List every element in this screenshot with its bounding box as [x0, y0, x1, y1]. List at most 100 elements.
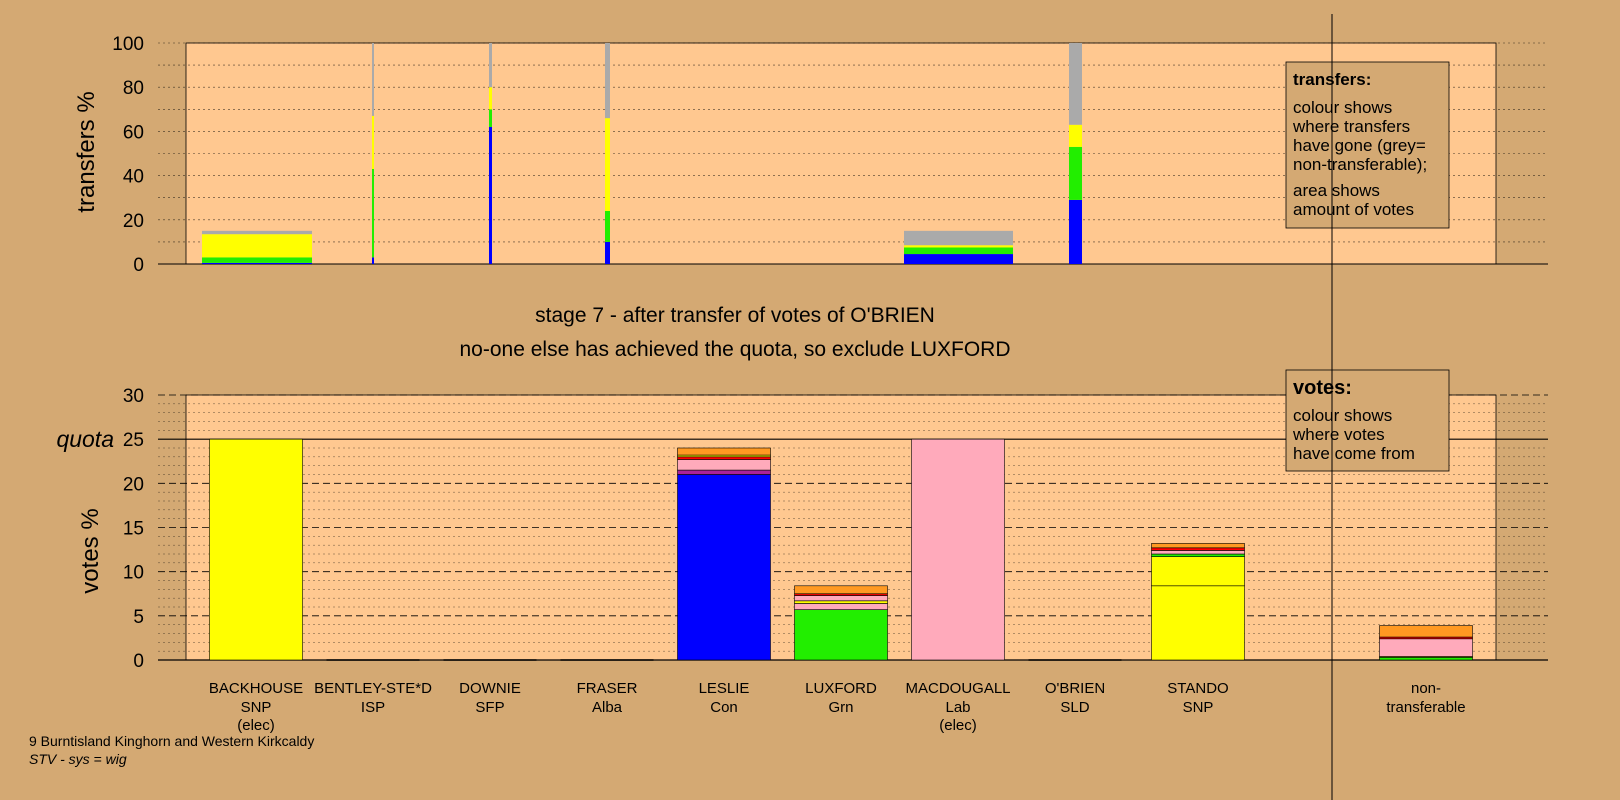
candidate-name: BACKHOUSE	[209, 680, 303, 697]
candidate-name: LESLIE	[699, 680, 750, 697]
transfer-bar-segment	[372, 43, 374, 116]
transfers-y-tick-label: 0	[133, 255, 144, 276]
transfer-bar-segment	[372, 257, 374, 264]
ward-name: 9 Burntisland Kinghorn and Western Kirkc…	[29, 733, 314, 749]
candidate-party: Con	[710, 699, 738, 716]
transfers-y-tick-label: 60	[123, 122, 144, 143]
candidate-name: STANDO	[1167, 680, 1228, 697]
transfers-y-tick-label: 20	[123, 211, 144, 232]
vote-bar-segment	[677, 447, 771, 456]
vote-bar-segment	[1151, 547, 1245, 551]
votes-legend-heading: votes:	[1293, 377, 1352, 399]
nontransferable-label: non-	[1411, 680, 1441, 697]
votes-y-tick-label: 30	[123, 386, 144, 407]
votes-legend-line: colour shows	[1293, 406, 1392, 425]
transfer-bar-segment	[904, 230, 1013, 246]
transfer-bar-segment	[1069, 43, 1082, 125]
vote-bar-segment	[1151, 553, 1245, 557]
transfer-bar-segment	[605, 241, 610, 264]
transfers-legend-line: non-transferable);	[1293, 155, 1427, 174]
candidate-party: SNP	[241, 699, 272, 716]
transfer-bar-segment	[1069, 199, 1082, 264]
transfer-bar-segment	[489, 109, 492, 127]
candidate-name: O'BRIEN	[1045, 680, 1105, 697]
vote-bar-segment	[1379, 638, 1473, 657]
transfer-bar-segment	[489, 126, 492, 264]
candidate-party: Grn	[828, 699, 853, 716]
vote-bar-segment	[1151, 556, 1245, 587]
votes-y-tick-label: 15	[123, 519, 144, 540]
candidate-party: SFP	[475, 699, 504, 716]
votes-y-tick-label: 0	[133, 651, 144, 672]
vote-bar-segment	[911, 438, 1005, 661]
stage-description: stage 7 - after transfer of votes of O'B…	[535, 304, 935, 327]
vote-bar-segment	[794, 595, 888, 602]
candidate-name: DOWNIE	[459, 680, 521, 697]
transfers-y-tick-label: 100	[112, 34, 144, 55]
candidate-party: Alba	[592, 699, 623, 716]
transfers-y-tick-label: 80	[123, 78, 144, 99]
transfers-legend-line: where transfers	[1292, 117, 1410, 136]
transfer-bar-segment	[489, 87, 492, 110]
vote-bar-segment	[209, 438, 303, 661]
transfers-legend-line: area shows	[1293, 181, 1380, 200]
vote-bar-segment	[794, 585, 888, 595]
nontransferable-label: transferable	[1386, 699, 1465, 716]
vote-bar-segment	[1151, 550, 1245, 555]
transfer-bar-segment	[605, 118, 610, 211]
candidate-name: LUXFORD	[805, 680, 877, 697]
vote-bar-segment	[677, 474, 771, 661]
votes-y-axis-label: votes %	[77, 508, 104, 593]
candidate-party: Lab	[945, 699, 970, 716]
quota-label: quota	[56, 426, 114, 452]
vote-bar-segment	[677, 459, 771, 471]
vote-bar-segment	[677, 456, 771, 460]
vote-bar-segment	[1151, 543, 1245, 549]
candidate-status: (elec)	[939, 717, 977, 734]
voting-system: STV - sys = wig	[29, 751, 127, 767]
transfers-legend-line: colour shows	[1293, 98, 1392, 117]
transfers-legend-line: amount of votes	[1293, 200, 1414, 219]
transfer-bar-segment	[904, 254, 1013, 264]
votes-legend-line: have come from	[1293, 444, 1415, 463]
votes-y-tick-label: 5	[133, 607, 144, 628]
transfer-bar-segment	[202, 257, 312, 263]
transfer-bar-segment	[372, 168, 374, 258]
transfer-bar-segment	[202, 230, 312, 235]
vote-bar-segment	[677, 469, 771, 475]
candidate-name: FRASER	[577, 680, 638, 697]
transfers-legend-box	[1285, 61, 1450, 229]
candidate-party: SNP	[1183, 699, 1214, 716]
votes-y-tick-label: 25	[123, 430, 144, 451]
vote-bar-segment	[1379, 625, 1473, 638]
transfers-y-tick-label: 40	[123, 167, 144, 188]
votes-y-tick-label: 10	[123, 563, 144, 584]
transfers-y-axis-label: transfers %	[73, 91, 100, 212]
candidate-name: MACDOUGALL	[905, 680, 1010, 697]
vote-bar-segment	[1151, 585, 1245, 661]
transfer-bar-segment	[904, 247, 1013, 255]
candidate-party: SLD	[1060, 699, 1089, 716]
transfer-bar-segment	[605, 43, 610, 119]
candidate-party: ISP	[361, 699, 385, 716]
vote-bar-segment	[794, 609, 888, 661]
vote-bar-segment	[1379, 657, 1473, 661]
vote-bar-segment	[794, 600, 888, 604]
candidate-name: BENTLEY-STE*D	[314, 680, 432, 697]
stage-action: no-one else has achieved the quota, so e…	[460, 338, 1011, 361]
transfer-bar-segment	[202, 262, 312, 264]
votes-y-tick-label: 20	[123, 474, 144, 495]
transfer-bar-segment	[489, 43, 492, 88]
votes-legend-box	[1285, 369, 1450, 472]
transfer-bar-segment	[202, 234, 312, 258]
vote-bar-segment	[794, 603, 888, 610]
transfer-bar-segment	[605, 210, 610, 242]
candidate-status: (elec)	[237, 717, 275, 734]
transfer-bar-segment	[904, 245, 1013, 248]
transfer-bar-segment	[372, 115, 374, 169]
transfers-legend-line: have gone (grey=	[1293, 136, 1426, 155]
votes-legend-line: where votes	[1292, 425, 1385, 444]
transfer-bar-segment	[1069, 146, 1082, 200]
transfer-bar-segment	[1069, 124, 1082, 147]
